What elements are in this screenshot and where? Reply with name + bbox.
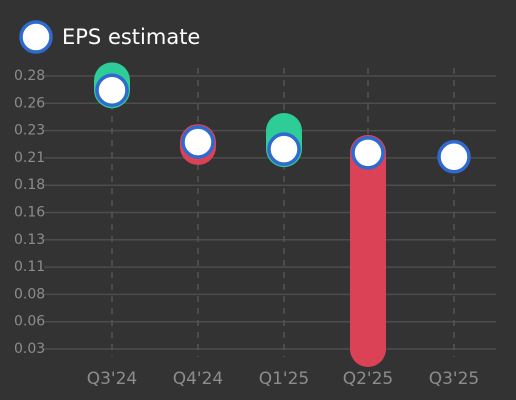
y-tick-label: 0.08 (14, 286, 45, 302)
x-tick-label: Q4'24 (173, 369, 224, 389)
y-tick-label: 0.21 (14, 150, 45, 166)
y-tick-label: 0.06 (14, 314, 45, 330)
y-tick-label: 0.13 (14, 232, 45, 248)
estimate-dot (351, 136, 385, 170)
y-tick-label: 0.23 (14, 123, 45, 139)
legend-marker (19, 20, 53, 54)
x-tick-label: Q2'25 (343, 369, 394, 389)
x-tick-label: Q3'25 (429, 369, 480, 389)
estimate-dot (437, 140, 471, 174)
y-tick-label: 0.11 (14, 259, 45, 275)
estimate-dot (95, 73, 129, 107)
legend-label: EPS estimate (62, 25, 200, 49)
y-tick-label: 0.03 (14, 341, 45, 357)
x-tick-label: Q1'25 (259, 369, 310, 389)
y-tick-label: 0.16 (14, 205, 45, 221)
y-tick-label: 0.18 (14, 177, 45, 193)
y-tick-label: 0.26 (14, 95, 45, 111)
estimate-dot (267, 132, 301, 166)
x-tick-label: Q3'24 (87, 369, 138, 389)
estimate-dot (181, 125, 215, 159)
y-tick-label: 0.28 (14, 68, 45, 84)
